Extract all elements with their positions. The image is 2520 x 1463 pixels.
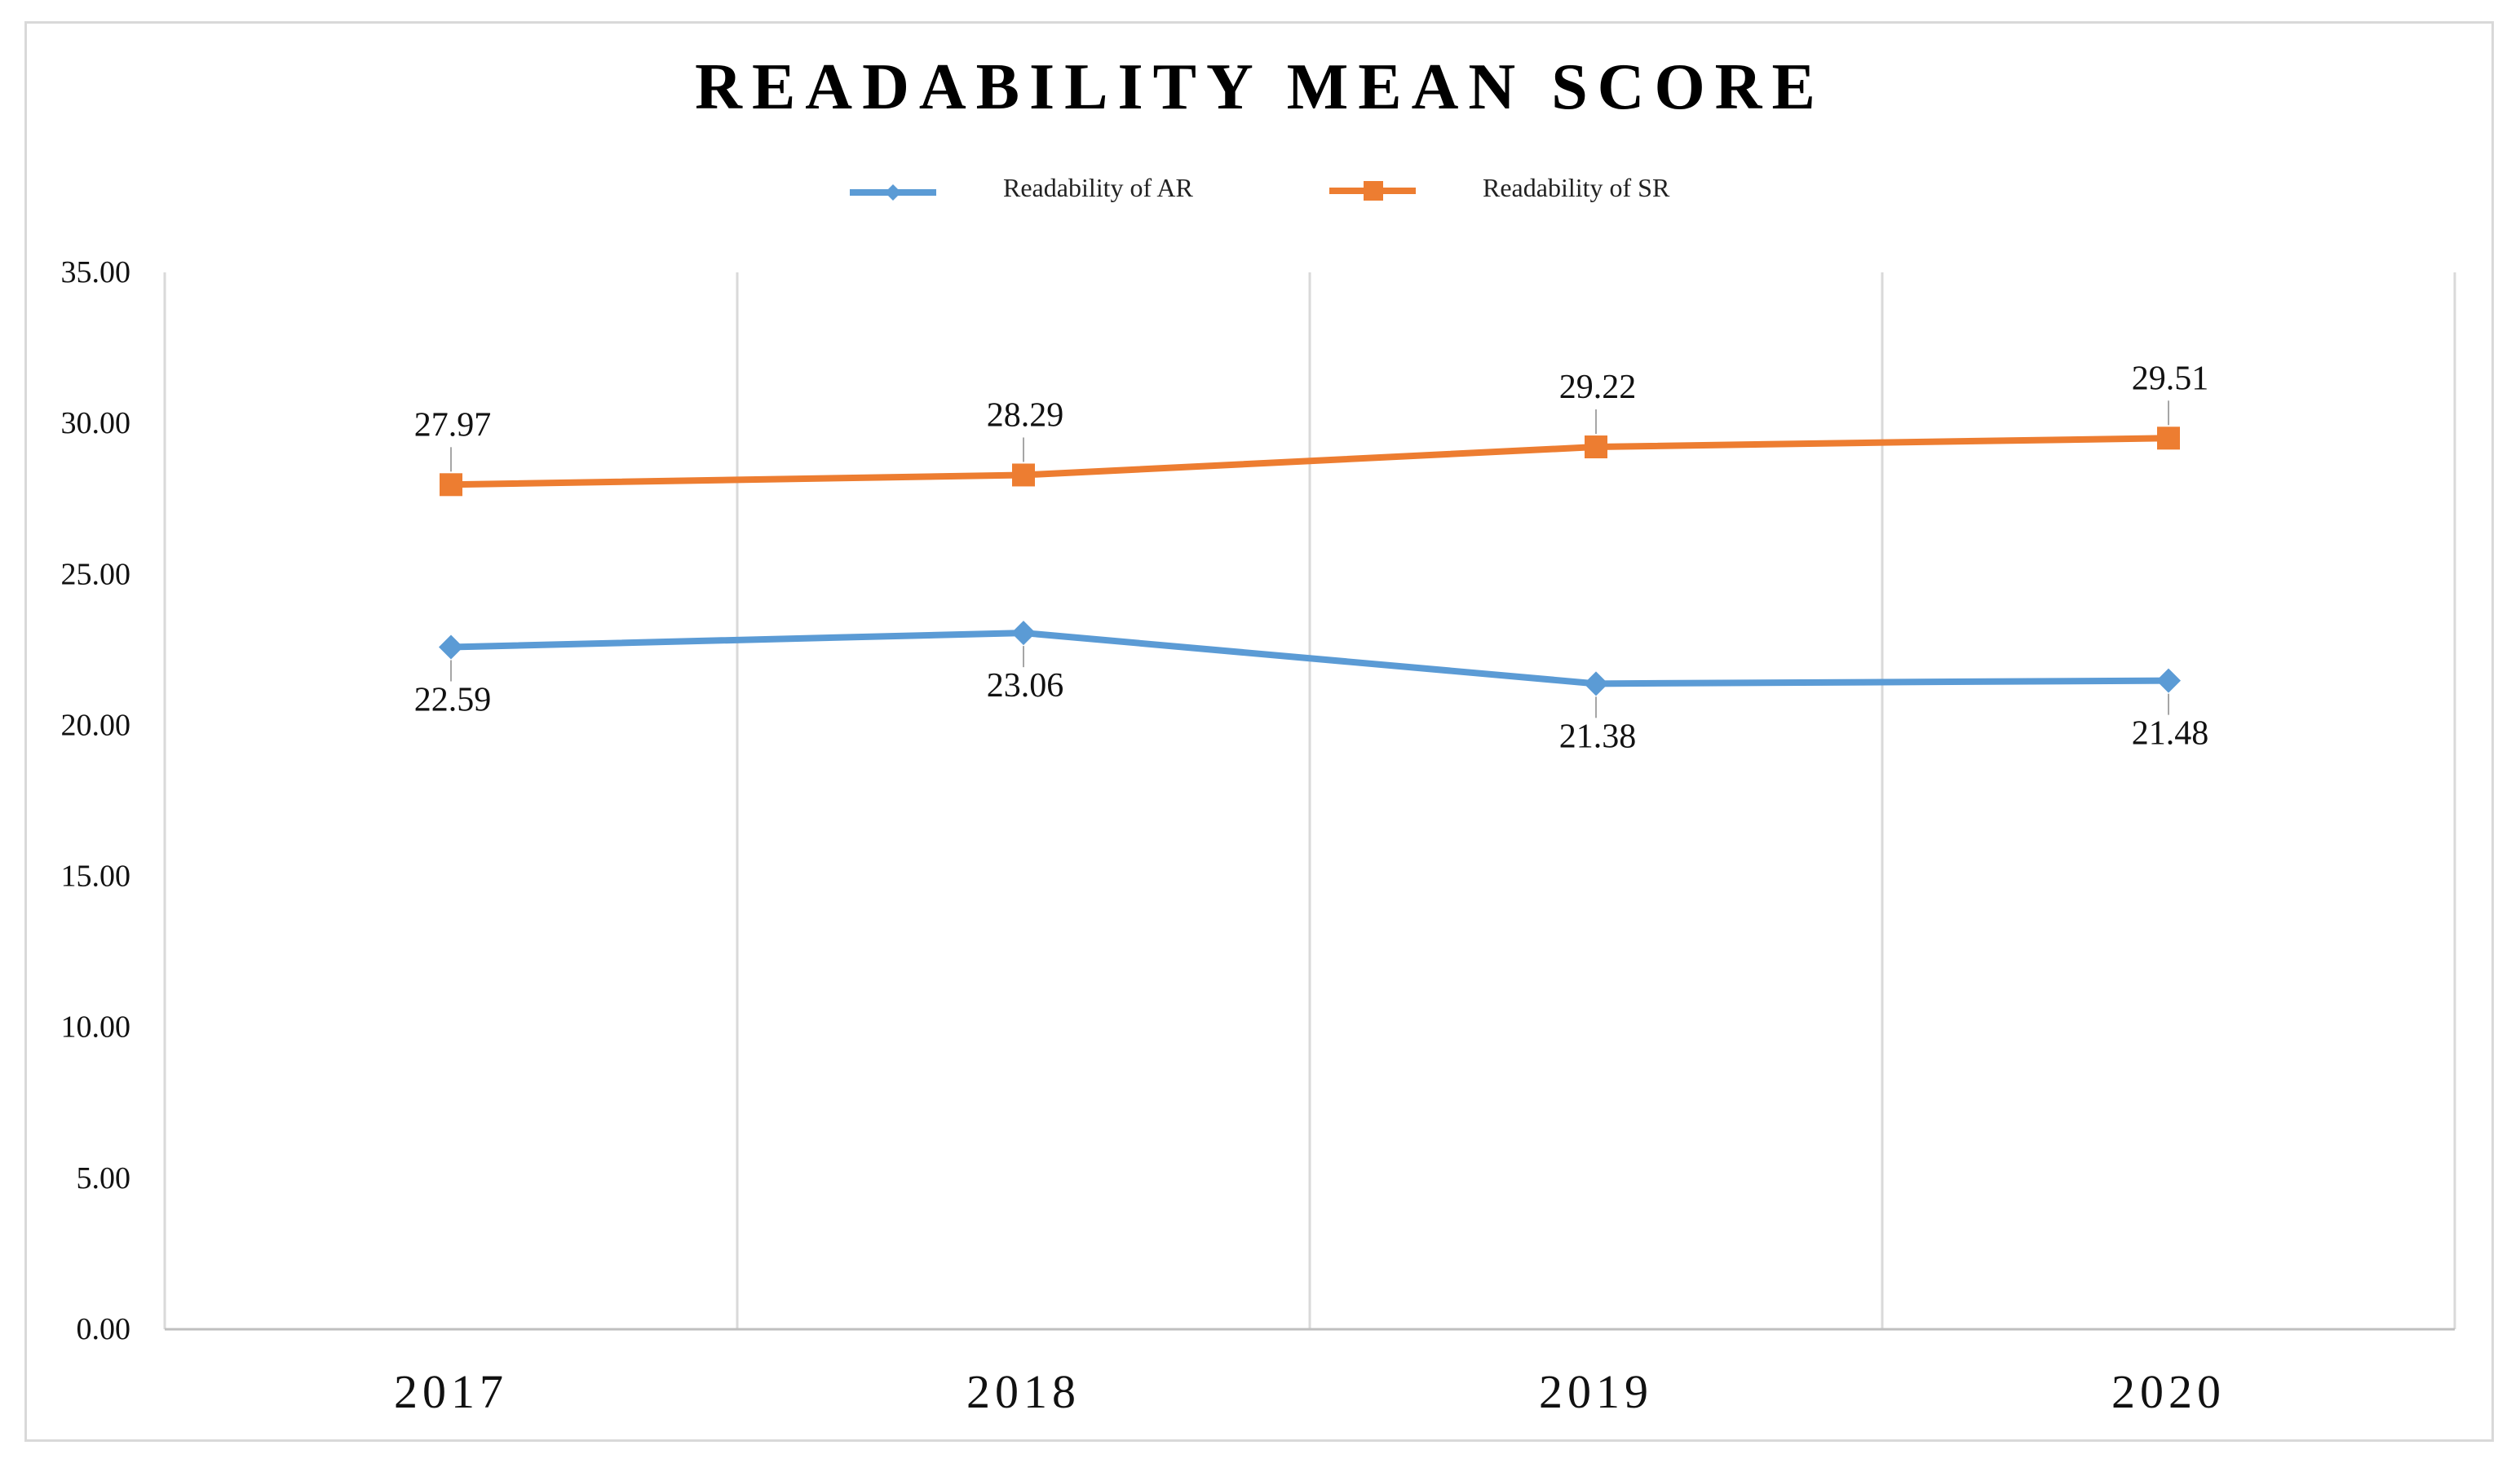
series-line-sr xyxy=(450,435,2169,488)
data-label: 28.29 xyxy=(987,396,1064,434)
y-tick-label: 30.00 xyxy=(61,406,131,440)
chart-title: READABILITY MEAN SCORE xyxy=(695,51,1825,123)
data-point-sr xyxy=(440,473,462,497)
legend-marker-ar xyxy=(850,184,936,201)
series-line-ar xyxy=(450,630,2169,687)
y-tick-label: 35.00 xyxy=(61,255,131,290)
data-label: 29.51 xyxy=(2132,360,2209,397)
data-label: 21.48 xyxy=(2132,715,2209,753)
legend: Readability of AR Readability of SR xyxy=(0,163,2520,212)
y-tick-label: 15.00 xyxy=(61,860,131,894)
grid xyxy=(163,272,2456,1329)
legend-item-sr: Readability of SR xyxy=(1328,163,1669,212)
legend-label-ar: Readability of AR xyxy=(1003,172,1193,202)
data-label: 29.22 xyxy=(1559,369,1637,406)
data-point-sr xyxy=(2157,427,2180,450)
data-label: 21.38 xyxy=(1559,718,1637,755)
axes: 0.00 5.00 10.00 15.00 20.00 25.00 30.00 35.00 20… xyxy=(61,255,2455,1418)
data-point-sr xyxy=(1585,435,1607,459)
x-tick-label: 2020 xyxy=(2111,1365,2226,1418)
data-label: 27.97 xyxy=(414,406,492,444)
data-point-ar xyxy=(439,634,463,660)
data-point-ar xyxy=(2156,668,2181,693)
data-point-ar xyxy=(1584,671,1608,696)
x-tick-label: 2019 xyxy=(1539,1365,1653,1418)
legend-item-ar: Readability of AR xyxy=(848,163,1193,212)
data-label: 23.06 xyxy=(987,667,1064,705)
labels-layer: 22.59 23.06 21.38 21.48 27.97 28.29 29.22 29.51 xyxy=(414,360,2209,755)
y-tick-label: 10.00 xyxy=(61,1010,131,1045)
data-label: 22.59 xyxy=(414,682,492,719)
chart-frame xyxy=(24,21,2494,1442)
x-tick-label: 2018 xyxy=(966,1365,1081,1418)
legend-label-sr: Readability of SR xyxy=(1483,172,1670,202)
y-tick-label: 25.00 xyxy=(61,557,131,591)
data-point-sr xyxy=(1012,463,1035,487)
legend-marker-sr xyxy=(1329,181,1416,201)
x-tick-label: 2017 xyxy=(394,1365,508,1418)
y-tick-label: 20.00 xyxy=(61,708,131,742)
series-layer xyxy=(439,427,2181,696)
data-point-ar xyxy=(1011,621,1036,646)
y-tick-label: 5.00 xyxy=(77,1161,131,1196)
y-tick-label: 0.00 xyxy=(77,1312,131,1346)
